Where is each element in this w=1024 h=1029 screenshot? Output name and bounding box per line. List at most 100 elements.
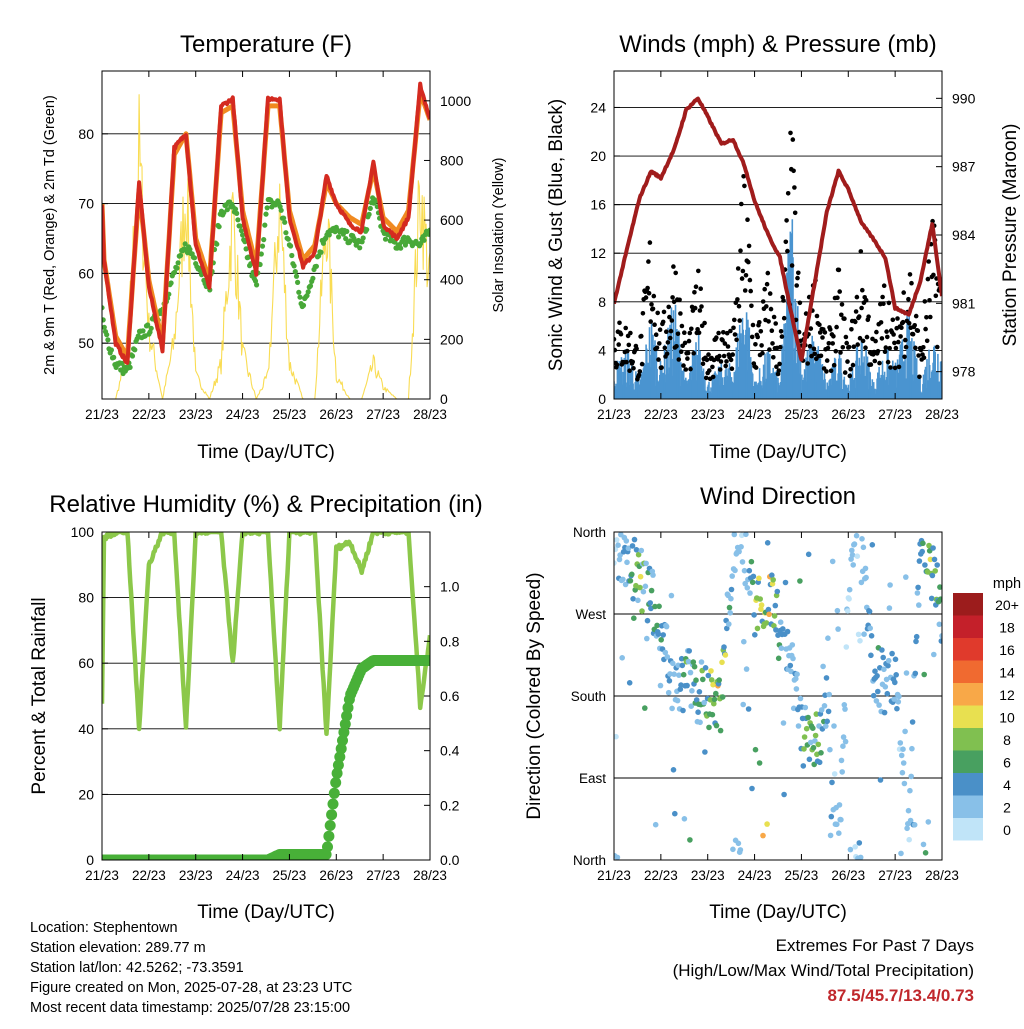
wind-direction-point <box>909 745 915 752</box>
wind-direction-point <box>929 572 936 579</box>
wind-direction-point <box>861 631 867 637</box>
y-right-tick-label: 0.8 <box>440 633 460 649</box>
wind-direction-point <box>741 638 747 645</box>
dewpoint-point <box>281 215 287 221</box>
gust-point <box>759 343 764 348</box>
wind-direction-point <box>789 642 796 648</box>
dewpoint-point <box>102 317 106 323</box>
y-tick-label: 60 <box>78 265 94 281</box>
gust-point <box>792 185 797 190</box>
wind-direction-point <box>644 617 651 624</box>
gust-point <box>933 293 939 299</box>
x-tick-label: 23/23 <box>691 868 725 883</box>
x-tick-label: 28/23 <box>925 407 959 422</box>
gust-point <box>882 349 888 355</box>
wind-direction-point <box>763 620 770 626</box>
wind-direction-point <box>889 650 895 657</box>
gust-point <box>883 345 889 350</box>
wind-direction-point <box>884 690 891 697</box>
wind-direction-point <box>790 655 796 662</box>
wind-direction-point <box>655 631 662 637</box>
wind-direction-point <box>709 711 716 718</box>
x-tick-label: 23/23 <box>179 407 213 422</box>
wind-direction-point <box>708 668 714 674</box>
wind-direction-point <box>719 659 725 666</box>
wind-direction-point <box>828 813 835 820</box>
legend-title: mph <box>993 576 1021 592</box>
wind-direction-point <box>788 668 794 675</box>
dewpoint-point <box>282 219 288 225</box>
wind-direction-point <box>801 734 808 740</box>
wind-direction-point <box>642 583 649 590</box>
wind-direction-point <box>846 586 853 593</box>
wind-direction-point <box>697 719 703 726</box>
wind-direction-point <box>670 767 677 773</box>
wind-direction-point <box>711 700 717 707</box>
y-right-tick-label: 978 <box>952 364 976 380</box>
wind-direction-point <box>892 656 899 663</box>
gust-point <box>667 335 673 341</box>
legend-label: 10 <box>999 710 1015 726</box>
y-tick-label: 20 <box>78 786 94 802</box>
y-tick-label: 50 <box>78 335 94 351</box>
wind-direction-point <box>810 725 816 731</box>
wind-direction-point <box>895 699 902 705</box>
wind-direction-point <box>665 689 672 696</box>
gust-point <box>707 368 712 373</box>
wind-direction-point <box>805 551 812 558</box>
wind-direction-point <box>907 787 913 794</box>
wind-direction-point <box>855 631 862 638</box>
wind-direction-point <box>863 574 869 581</box>
wind-direction-point <box>614 733 619 740</box>
dewpoint-point <box>221 210 227 216</box>
wind-direction-point <box>853 532 860 539</box>
gust-point <box>757 320 762 325</box>
wind-direction-point <box>826 691 832 698</box>
wind-direction-point <box>900 746 906 752</box>
gust-point <box>855 342 860 347</box>
gust-point <box>723 363 728 369</box>
gust-point <box>673 270 678 276</box>
gust-point <box>747 277 753 283</box>
gust-point <box>843 334 849 340</box>
gust-point <box>698 286 703 292</box>
x-tick-label: 26/23 <box>831 407 865 422</box>
dewpoint-point <box>307 283 314 289</box>
wind-direction-point <box>760 832 766 839</box>
legend-color-swatch <box>953 660 983 683</box>
dewpoint-point <box>357 245 363 251</box>
x-tick-label: 21/23 <box>85 407 119 422</box>
wind-direction-point <box>840 734 847 740</box>
humidity-frame <box>101 531 431 861</box>
wind-direction-point <box>695 709 701 715</box>
gust-point <box>924 338 930 344</box>
gust-point <box>833 348 839 354</box>
wind-direction-point <box>862 565 869 572</box>
x-tick-label: 22/23 <box>644 868 678 883</box>
wind-direction-point <box>854 553 861 559</box>
gust-point <box>903 344 909 350</box>
wind-direction-point <box>726 604 733 611</box>
gust-point <box>838 350 843 355</box>
gust-point <box>646 259 651 264</box>
wind-direction-point <box>880 654 886 661</box>
info-created: Figure created on Mon, 2025-07-28, at 23… <box>30 980 353 996</box>
dewpoint-point <box>426 231 430 237</box>
extremes-values: 87.5/45.7/13.4/0.73 <box>827 986 974 1005</box>
dewpoint-point <box>289 252 295 259</box>
gust-point <box>834 324 839 330</box>
y-right-tick-label: 990 <box>952 90 976 106</box>
wind-direction-point <box>719 694 726 700</box>
dewpoint-point <box>259 243 266 249</box>
wind-direction-point <box>675 662 681 669</box>
wind-direction-point <box>658 637 664 643</box>
y-tick-label: 80 <box>78 590 94 606</box>
gust-point <box>691 351 696 356</box>
gust-point <box>864 334 870 340</box>
wind-direction-point <box>638 547 645 554</box>
dewpoint-point <box>285 236 291 242</box>
dewpoint-point <box>252 278 259 284</box>
dewpoint-point <box>111 354 117 360</box>
gust-point <box>814 313 820 319</box>
gust-point <box>794 283 799 288</box>
